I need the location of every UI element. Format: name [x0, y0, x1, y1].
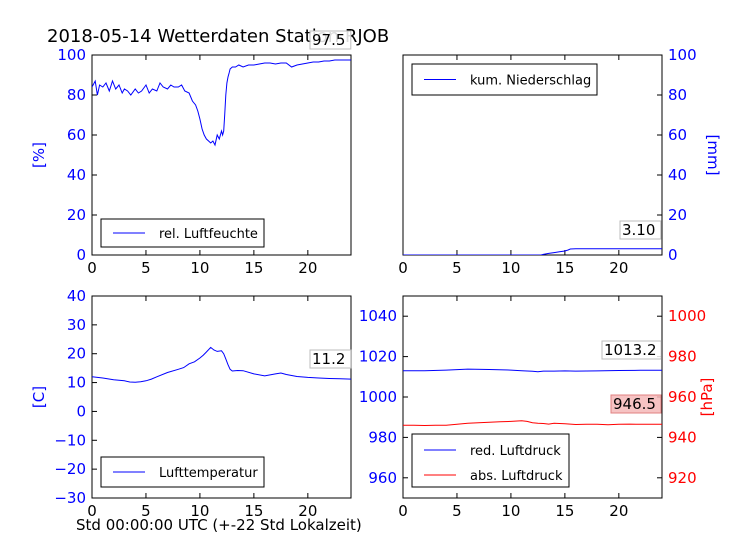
y-tick-label: 60 — [67, 126, 86, 144]
x-tick-label: 10 — [501, 502, 520, 520]
y-right-tick-label: 980 — [668, 348, 697, 366]
value-annotation: 3.10 — [622, 221, 655, 239]
series-line — [92, 59, 351, 147]
y-tick-label: 60 — [668, 126, 687, 144]
value-annotation-box — [601, 340, 662, 360]
y-right-axis-label: [hPa] — [698, 378, 716, 417]
panel-humidity: 0 5 10 15 20 0 20 40 60 80 100 [%] 97.5 rel. Luftfeuc… — [30, 30, 352, 277]
value-annotation: 946.5 — [613, 395, 656, 413]
x-tick-label: 0 — [87, 259, 97, 277]
y-tick-label: 30 — [67, 316, 86, 334]
x-tick-label: 10 — [501, 259, 520, 277]
y-right-tick-label: 920 — [668, 469, 697, 487]
x-tick-label: 0 — [87, 502, 97, 520]
y-right-tick-label: 1000 — [668, 307, 706, 325]
value-annotation-box — [619, 220, 662, 240]
y-tick-label: 100 — [668, 46, 697, 64]
y-tick-label: −10 — [54, 431, 86, 449]
x-tick-label: 20 — [298, 502, 317, 520]
value-annotation: 1013.2 — [604, 341, 657, 359]
y-tick-label: 0 — [668, 246, 678, 264]
value-annotation: 97.5 — [312, 31, 345, 49]
y-tick-label: 20 — [67, 345, 86, 363]
x-tick-label: 15 — [555, 259, 574, 277]
y-axis-label: [C] — [30, 386, 48, 408]
y-tick-label: 20 — [668, 206, 687, 224]
x-tick-label: 0 — [398, 502, 408, 520]
panel-precip: 0 5 10 15 20 0 20 40 60 80 100 [mm] 3.10 kum. Nieders… — [398, 46, 722, 277]
x-tick-label: 5 — [452, 502, 462, 520]
x-tick-label: 10 — [190, 502, 209, 520]
series-line — [92, 346, 351, 383]
y-tick-label: 0 — [76, 246, 86, 264]
y-tick-label: 40 — [668, 166, 687, 184]
y-tick-label: 1020 — [359, 348, 397, 366]
x-tick-label: 10 — [190, 259, 209, 277]
x-tick-label: 5 — [452, 259, 462, 277]
x-tick-label: 15 — [244, 259, 263, 277]
y-tick-label: 40 — [67, 166, 86, 184]
y-tick-label: 1000 — [359, 388, 397, 406]
x-tick-label: 20 — [609, 502, 628, 520]
legend-label: abs. Luftdruck — [470, 469, 563, 484]
legend-label: rel. Luftfeuchte — [159, 227, 258, 242]
y-axis-label: [mm] — [704, 135, 722, 176]
y-right-tick-label: 960 — [668, 388, 697, 406]
series-line — [403, 420, 662, 427]
legend-label: red. Luftdruck — [470, 444, 561, 459]
panel-temperature: 0 5 10 15 20 −30 −20 −10 0 10 20 30 40 [C] 11.2 Lufttem… — [30, 287, 352, 520]
y-tick-label: 40 — [67, 287, 86, 305]
y-tick-label: −20 — [54, 460, 86, 478]
y-tick-label: 100 — [57, 46, 86, 64]
y-tick-label: 20 — [67, 206, 86, 224]
legend-label: kum. Niederschlag — [470, 74, 591, 89]
y-tick-label: 0 — [76, 402, 86, 420]
y-tick-label: 1040 — [359, 307, 397, 325]
x-tick-label: 5 — [141, 259, 151, 277]
value-annotation: 11.2 — [312, 350, 345, 368]
y-tick-label: −30 — [54, 489, 86, 507]
y-axis-label: [%] — [30, 142, 48, 168]
y-tick-label: 960 — [368, 469, 397, 487]
series-line — [403, 248, 662, 255]
x-tick-label: 20 — [609, 259, 628, 277]
y-right-tick-label: 940 — [668, 428, 697, 446]
value-annotation-box — [309, 30, 352, 50]
y-tick-label: 80 — [668, 86, 687, 104]
legend-box — [411, 433, 570, 488]
x-axis-caption: Std 00:00:00 UTC (+-22 Std Lokalzeit) — [76, 516, 362, 534]
value-annotation-box — [309, 349, 352, 369]
x-tick-label: 20 — [298, 259, 317, 277]
series-line — [403, 368, 662, 373]
y-tick-label: 980 — [368, 428, 397, 446]
panel-pressure: 0 5 10 15 20 960 980 1000 1020 1040 920 940 960 980 10… — [359, 295, 716, 520]
value-annotation-box — [610, 394, 662, 414]
y-tick-label: 10 — [67, 374, 86, 392]
legend-label: Lufttemperatur — [159, 466, 258, 481]
x-tick-label: 15 — [244, 502, 263, 520]
figure-title: 2018-05-14 Wetterdaten Station RJOB — [47, 26, 390, 47]
y-tick-label: 80 — [67, 86, 86, 104]
x-tick-label: 15 — [555, 502, 574, 520]
x-tick-label: 5 — [141, 502, 151, 520]
x-tick-label: 0 — [398, 259, 408, 277]
